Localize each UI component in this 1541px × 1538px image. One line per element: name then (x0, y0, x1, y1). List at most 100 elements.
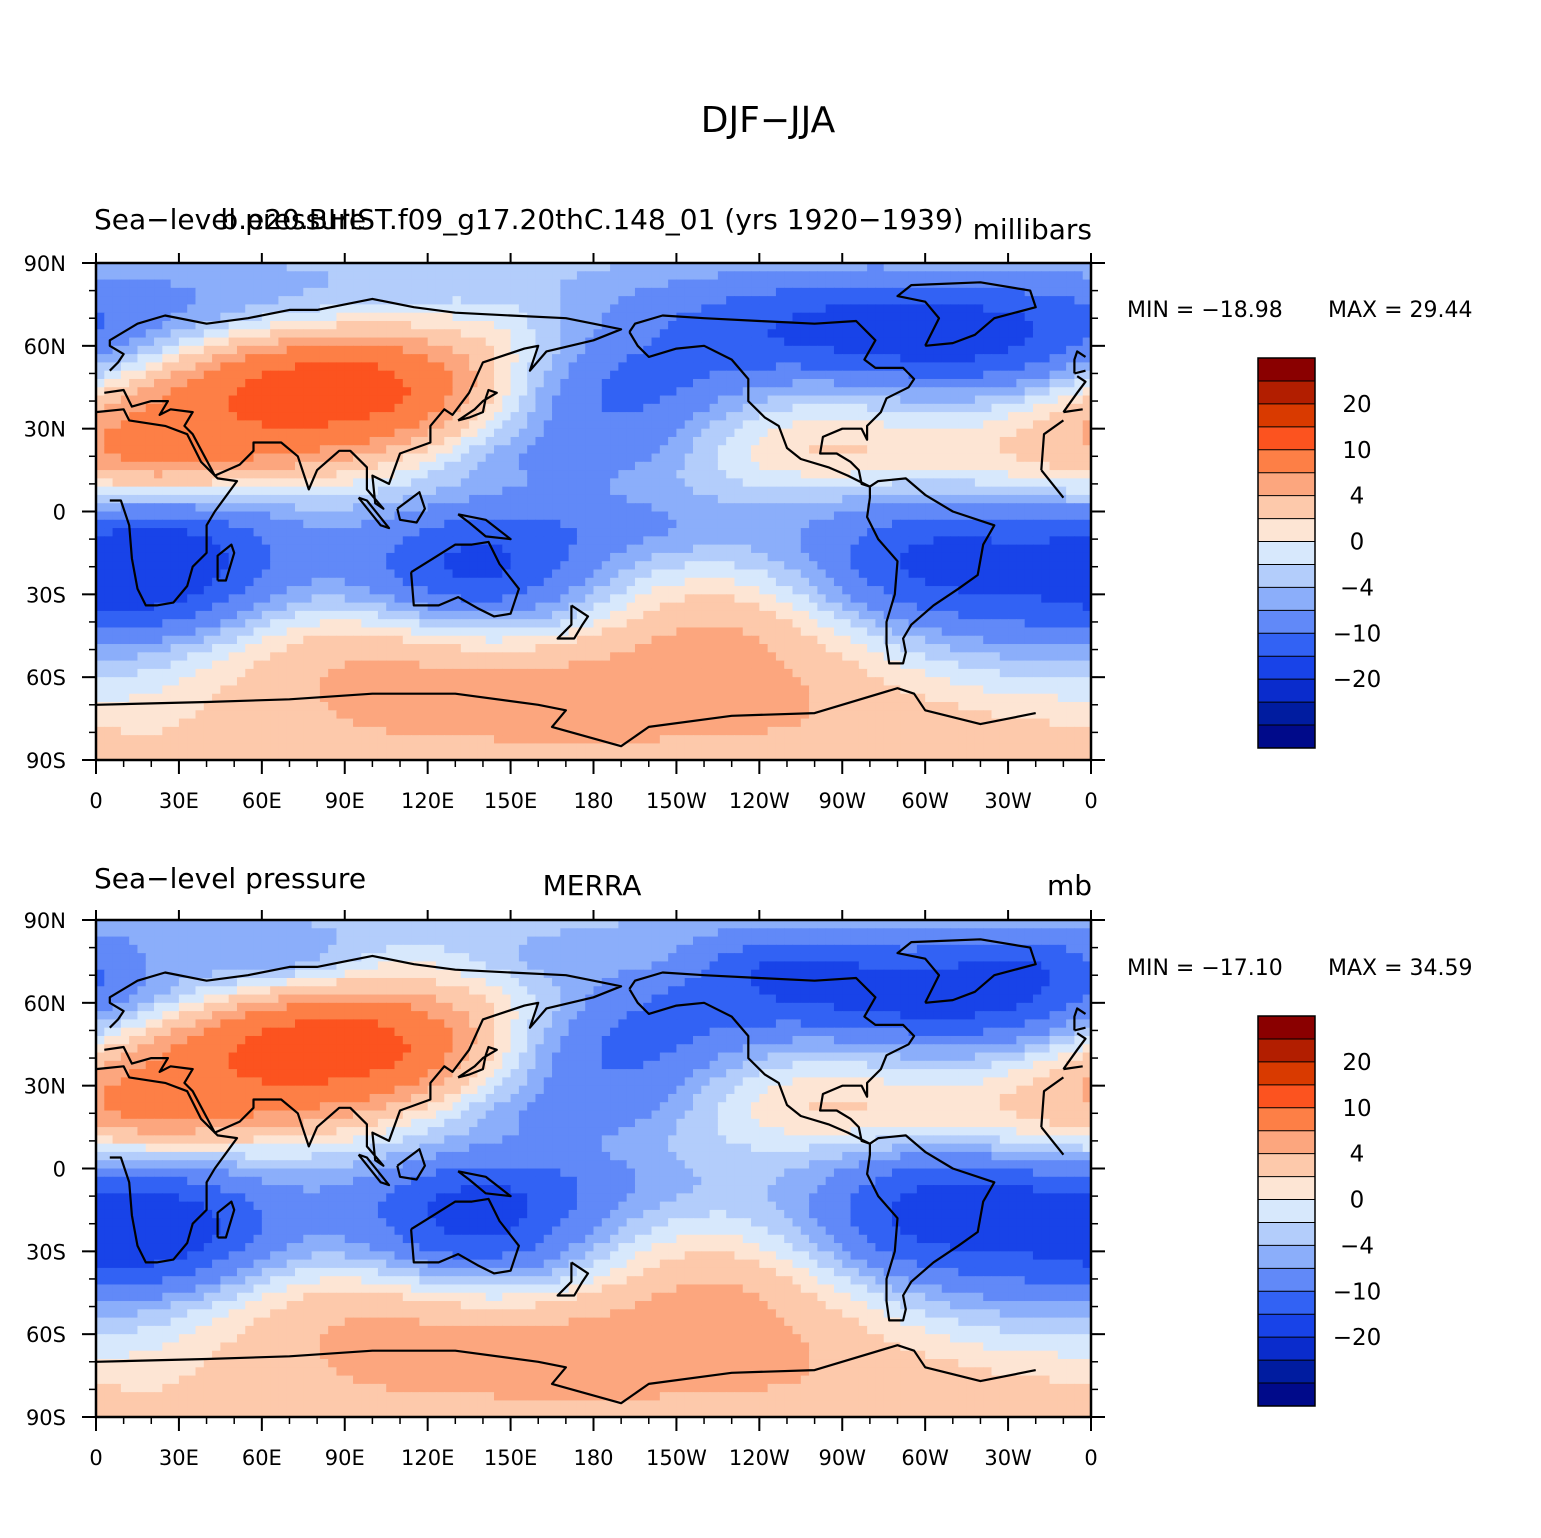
field-cell (104, 403, 114, 413)
field-cell (195, 354, 205, 363)
field-cell (112, 511, 122, 521)
field-cell (502, 329, 512, 339)
field-cell (154, 395, 163, 405)
field-cell (709, 486, 719, 496)
field-cell (850, 263, 860, 272)
field-cell (245, 461, 255, 471)
field-cell (576, 271, 586, 281)
field-cell (96, 345, 105, 355)
field-cell (916, 354, 926, 363)
field-cell (112, 337, 122, 347)
field-cell (908, 552, 918, 562)
field-cell (1057, 337, 1067, 347)
field-cell (767, 519, 777, 529)
field-cell (220, 420, 230, 430)
field-cell (402, 420, 412, 430)
field-cell (576, 378, 586, 388)
field-cell (1082, 428, 1092, 438)
field-cell (950, 511, 959, 521)
field-cell (568, 577, 578, 587)
field-cell (916, 470, 926, 479)
field-cell (676, 287, 686, 297)
field-cell (1008, 561, 1017, 571)
field-cell (726, 436, 736, 446)
field-cell (792, 511, 802, 521)
field-cell (253, 519, 263, 529)
field-cell (1066, 478, 1076, 488)
field-cell (477, 387, 487, 397)
field-cell (394, 470, 404, 479)
field-cell (452, 486, 462, 496)
field-cell (1066, 279, 1076, 289)
field-cell (543, 263, 553, 272)
field-cell (659, 370, 669, 380)
field-cell (817, 279, 827, 289)
field-cell (925, 470, 935, 479)
field-cell (552, 345, 561, 355)
field-cell (1082, 586, 1092, 595)
field-cell (270, 528, 280, 537)
field-cell (444, 271, 454, 281)
field-cell (668, 329, 678, 339)
field-cell (701, 428, 711, 438)
field-cell (120, 569, 130, 579)
field-cell (916, 320, 926, 330)
field-cell (626, 453, 636, 463)
field-cell (610, 263, 619, 272)
field-cell (950, 296, 959, 306)
field-cell (361, 453, 371, 463)
field-cell (502, 503, 512, 513)
field-cell (560, 536, 570, 546)
field-cell (784, 345, 794, 355)
field-cell (303, 362, 313, 372)
field-cell (402, 461, 412, 471)
field-cell (212, 271, 221, 281)
field-cell (535, 519, 545, 529)
field-cell (485, 511, 495, 521)
field-cell (983, 428, 993, 438)
field-cell (1057, 486, 1067, 496)
field-cell (328, 569, 338, 579)
field-cell (402, 569, 412, 579)
field-cell (850, 428, 860, 438)
field-cell (96, 577, 105, 587)
field-cell (444, 470, 454, 479)
field-cell (991, 561, 1001, 571)
field-cell (212, 412, 221, 421)
field-cell (104, 395, 114, 405)
field-cell (494, 387, 503, 397)
field-cell (966, 577, 976, 587)
field-cell (477, 403, 487, 413)
field-cell (974, 552, 984, 562)
field-cell (659, 436, 669, 446)
field-cell (643, 528, 653, 537)
field-cell (477, 486, 487, 496)
field-cell (991, 478, 1001, 488)
field-cell (933, 337, 943, 347)
field-cell (137, 536, 147, 546)
field-cell (1082, 528, 1092, 537)
field-cell (585, 412, 595, 421)
field-cell (610, 519, 619, 529)
field-cell (576, 594, 586, 604)
field-cell (469, 569, 479, 579)
field-cell (974, 279, 984, 289)
field-cell (1041, 544, 1051, 554)
field-cell (494, 345, 503, 355)
field-cell (386, 345, 396, 355)
field-cell (96, 428, 105, 438)
field-cell (411, 287, 420, 297)
field-cell (701, 279, 711, 289)
field-cell (626, 544, 636, 554)
field-cell (751, 362, 760, 372)
field-cell (344, 486, 354, 496)
field-cell (941, 329, 951, 339)
field-cell (261, 312, 271, 322)
field-cell (154, 271, 163, 281)
field-cell (734, 461, 744, 471)
field-cell (759, 378, 769, 388)
field-cell (469, 486, 479, 496)
field-cell (784, 544, 794, 554)
field-cell (460, 436, 470, 446)
field-cell (925, 436, 935, 446)
